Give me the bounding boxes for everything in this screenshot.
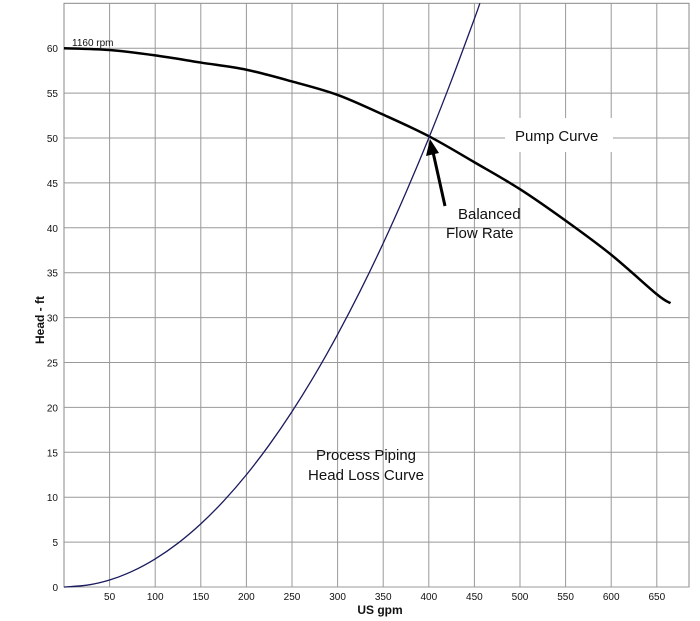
x-tick-label: 500	[512, 592, 529, 603]
x-tick-label: 650	[648, 592, 665, 603]
y-tick-label: 20	[47, 403, 59, 414]
y-tick-label: 60	[47, 44, 59, 55]
plot-frame	[63, 2, 690, 588]
x-tick-label: 150	[192, 592, 209, 603]
x-tick-label: 550	[557, 592, 574, 603]
piping-label-line2: Head Loss Curve	[308, 467, 424, 484]
pump-curve-line	[63, 46, 672, 305]
y-tick-label: 45	[47, 179, 59, 190]
rpm-label: 1160 rpm	[72, 38, 114, 49]
balanced-arrow	[426, 139, 447, 207]
y-tick-label: 50	[47, 134, 59, 145]
y-axis-label: Head - ft	[33, 296, 47, 344]
y-tick-label: 25	[47, 359, 59, 370]
x-tick-label: 50	[104, 592, 116, 603]
pump-curve-label: Pump Curve	[515, 128, 598, 145]
balanced-label-line1: Balanced	[458, 206, 521, 223]
y-tick-label: 15	[47, 448, 59, 459]
y-tick-label: 10	[47, 493, 59, 504]
y-tick-label: 0	[52, 583, 58, 594]
x-tick-label: 100	[147, 592, 164, 603]
y-tick-label: 30	[47, 314, 59, 325]
x-tick-label: 250	[284, 592, 301, 603]
head-loss-curve-line	[63, 3, 481, 588]
y-tick-label: 55	[47, 89, 59, 100]
y-tick-label: 40	[47, 224, 59, 235]
balanced-label-line2: Flow Rate	[446, 225, 514, 242]
piping-label-line1: Process Piping	[316, 447, 416, 464]
x-tick-label: 600	[603, 592, 620, 603]
pump-curve-label-bg	[505, 118, 613, 152]
x-tick-label: 350	[375, 592, 392, 603]
x-axis-label: US gpm	[357, 603, 402, 617]
x-tick-label: 200	[238, 592, 255, 603]
y-tick-label: 35	[47, 269, 59, 280]
x-tick-label: 400	[420, 592, 437, 603]
x-tick-label: 450	[466, 592, 483, 603]
x-tick-label: 300	[329, 592, 346, 603]
y-tick-label: 5	[52, 538, 58, 549]
